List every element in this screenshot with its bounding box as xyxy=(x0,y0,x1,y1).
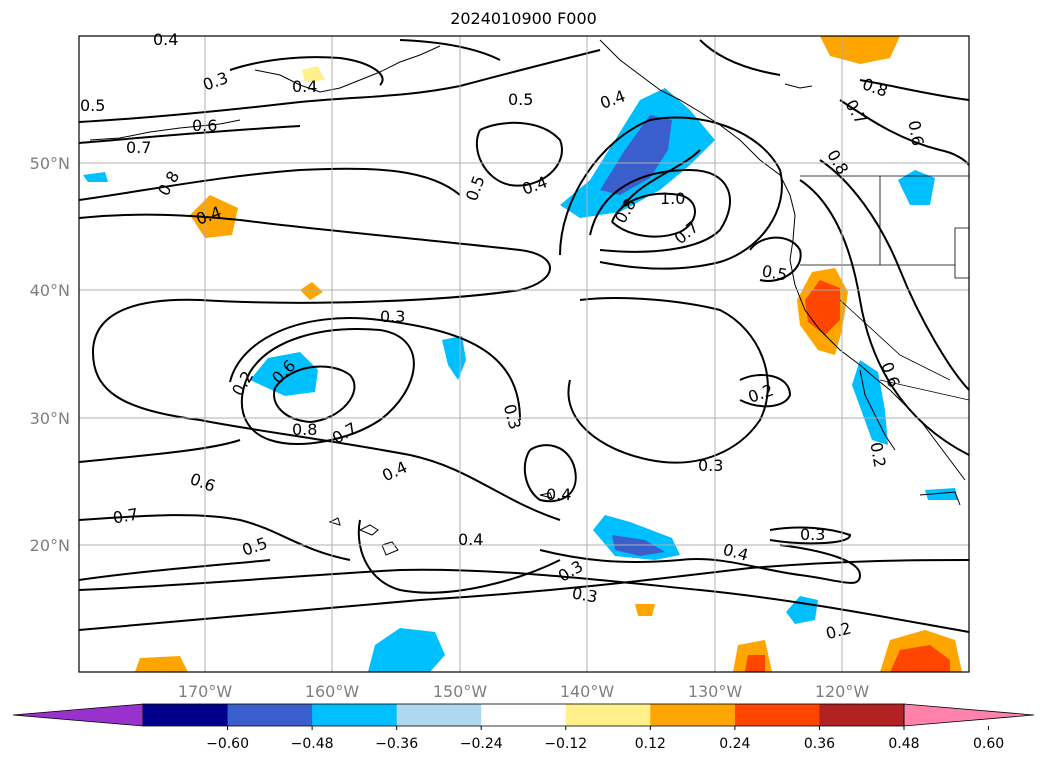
plot-frame xyxy=(78,35,970,673)
fill-negative-central xyxy=(250,352,318,396)
contour-lines xyxy=(78,39,970,633)
contour-label: 0.5 xyxy=(80,96,105,115)
colorbar-tick-label: 0.60 xyxy=(973,736,1004,752)
colorbar-extend-low xyxy=(12,703,144,727)
fill-strong-negative-gulf-alaska xyxy=(600,115,672,195)
colorbar-tick-label: −0.24 xyxy=(460,736,503,752)
latitude-axis: 50°N 40°N 30°N 20°N xyxy=(30,154,70,555)
colorbar-segment xyxy=(312,704,398,726)
colorbar-segment xyxy=(227,704,313,726)
contour-label: 0.5 xyxy=(508,90,533,109)
lat-tick-label: 50°N xyxy=(30,154,70,173)
colorbar: −0.60 −0.48 −0.36 −0.24 −0.12 0.12 0.24 0.36 0.4… xyxy=(12,703,1035,752)
lat-tick-label: 20°N xyxy=(30,536,70,555)
colorbar-tick-label: 0.48 xyxy=(888,736,919,752)
colorbar-segment xyxy=(819,704,905,726)
fill-positive-west xyxy=(190,195,238,238)
coastlines xyxy=(89,39,966,556)
lon-tick-label: 140°W xyxy=(560,682,615,701)
colorbar-frame xyxy=(142,703,905,727)
fill-negative-west xyxy=(83,172,108,182)
borders xyxy=(800,175,970,401)
fill-negative-south-east xyxy=(786,596,818,624)
colorbar-extend-high xyxy=(903,703,1035,727)
contour-label: 0.2 xyxy=(866,441,889,469)
longitude-axis: 170°W 160°W 150°W 140°W 130°W 120°W xyxy=(178,682,870,701)
fill-weak-positive xyxy=(302,66,325,82)
lon-tick-label: 160°W xyxy=(305,682,360,701)
lon-tick-label: 170°W xyxy=(178,682,233,701)
contour-label: 0.7 xyxy=(126,138,151,157)
colorbar-segment xyxy=(143,704,229,726)
colorbar-segment xyxy=(481,704,567,726)
fill-negative-mexico xyxy=(925,488,958,500)
contour-label: 0.4 xyxy=(153,30,178,49)
colorbar-segment xyxy=(565,704,651,726)
contour-label: 0.3 xyxy=(571,583,599,606)
fill-strong-positive-south xyxy=(745,655,765,672)
contour-label: 0.4 xyxy=(458,530,483,549)
colorbar-segment xyxy=(396,704,482,726)
colorbar-tick-label: −0.48 xyxy=(291,736,334,752)
lon-tick-label: 120°W xyxy=(815,682,870,701)
contour-label: 0.3 xyxy=(800,525,825,544)
lat-tick-label: 30°N xyxy=(30,409,70,428)
colorbar-tick-label: 0.36 xyxy=(804,736,835,752)
colorbar-tick-label: −0.60 xyxy=(206,736,249,752)
gridlines xyxy=(79,36,969,672)
fill-positive-southwest xyxy=(135,656,188,672)
colorbar-segment xyxy=(734,704,820,726)
contour-label: 0.4 xyxy=(546,485,571,504)
contour-label: 0.8 xyxy=(292,420,317,439)
fill-negative-interior xyxy=(898,170,935,205)
contour-label: 1.0 xyxy=(660,189,685,208)
fill-strong-positive-southeast xyxy=(890,645,950,672)
colorbar-tick-label: −0.12 xyxy=(544,736,587,752)
colorbar-segment xyxy=(650,704,736,726)
contour-label: 0.4 xyxy=(292,77,317,96)
colorbar-tick-label: 0.12 xyxy=(635,736,666,752)
lon-tick-label: 150°W xyxy=(433,682,488,701)
lat-tick-label: 40°N xyxy=(30,281,70,300)
fill-positive-small-2 xyxy=(300,282,323,300)
map-title: 2024010900 F000 xyxy=(450,9,597,28)
contour-label: 0.6 xyxy=(904,119,927,147)
fill-negative-southwest xyxy=(368,628,445,672)
contour-label: 0.3 xyxy=(380,307,405,326)
contour-label: 0.3 xyxy=(698,456,723,475)
contour-label: 0.7 xyxy=(111,504,139,527)
lon-tick-label: 130°W xyxy=(688,682,743,701)
plot-area xyxy=(79,36,969,672)
fill-positive-north xyxy=(820,36,900,64)
colorbar-tick-label: −0.36 xyxy=(375,736,418,752)
contour-label: 0.6 xyxy=(192,116,217,135)
colorbar-tick-label: 0.24 xyxy=(719,736,750,752)
fill-positive-small xyxy=(635,604,655,616)
contour-label: 0.5 xyxy=(760,261,788,284)
